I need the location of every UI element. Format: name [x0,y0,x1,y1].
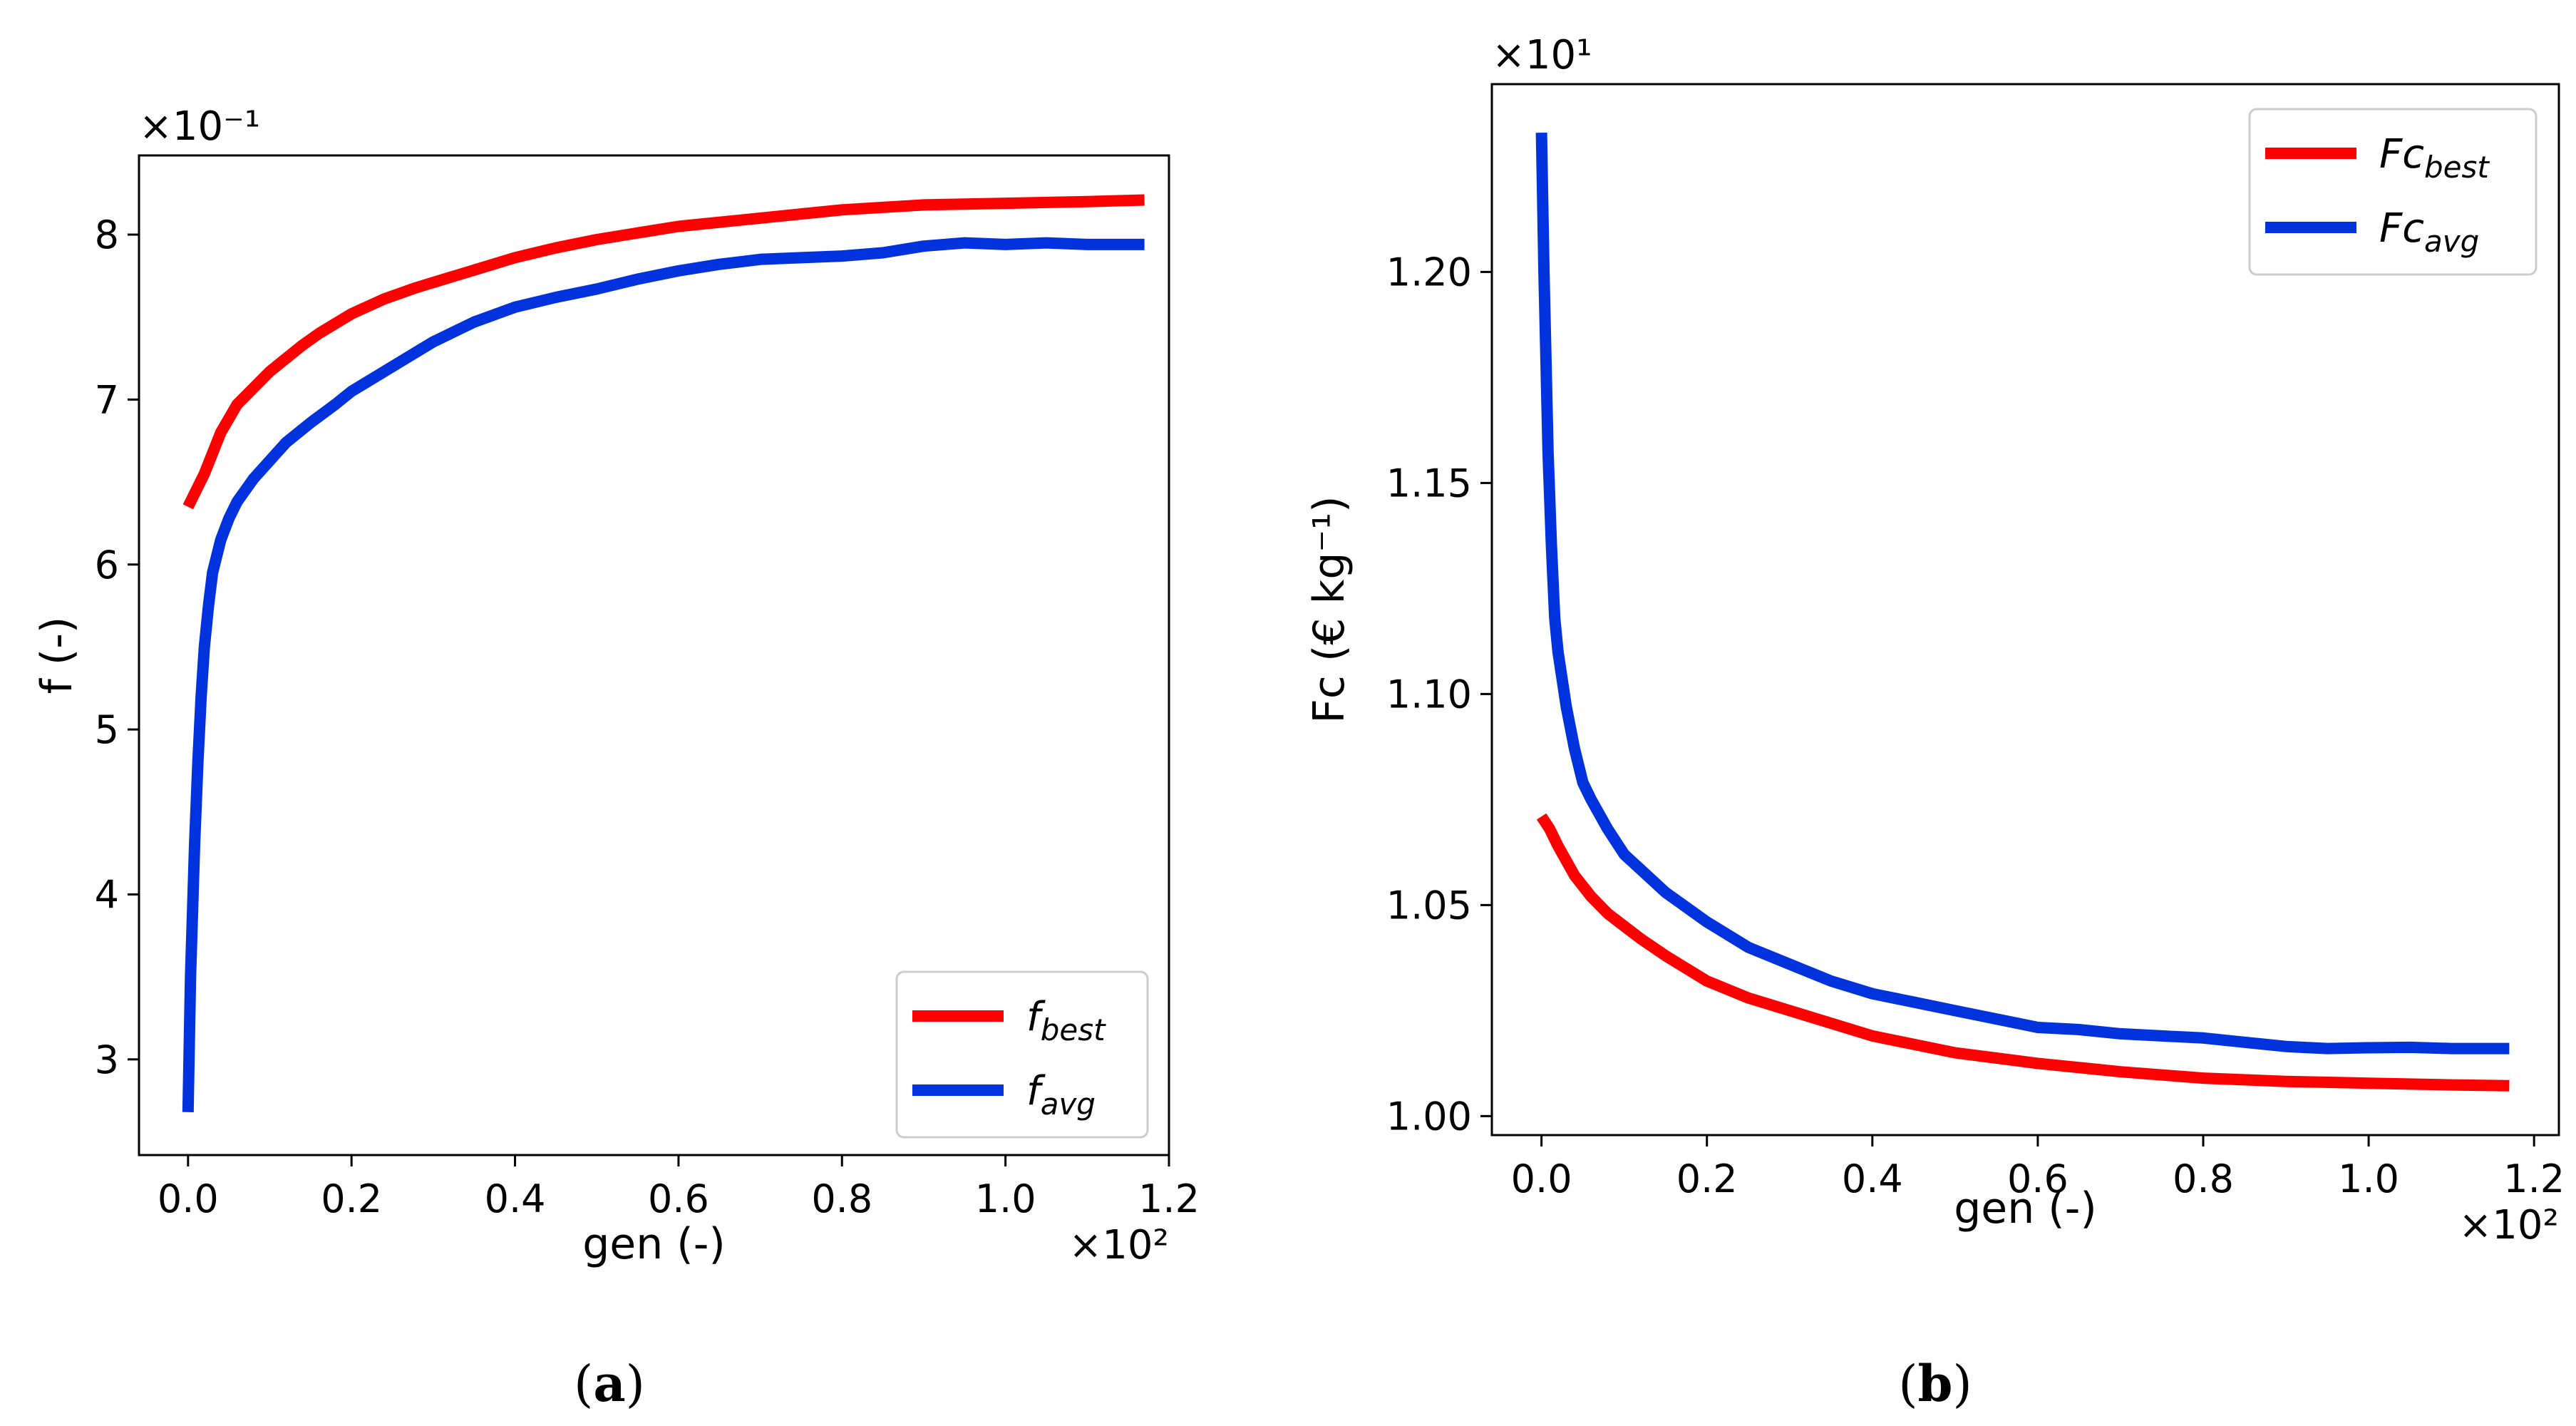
legend-label-f_best: fbest [1026,994,1106,1047]
x-tick-label: 0.8 [2173,1156,2234,1201]
y-tick-label: 1.20 [1386,250,1472,294]
legend-label-Fc_best: Fcbest [2379,131,2490,185]
x-tick-label: 0.4 [1842,1156,1903,1201]
x-axis-label: gen (-) [1954,1184,2097,1233]
y-tick-label: 1.15 [1386,461,1472,506]
y-axis-label: f (-) [32,617,82,694]
y-tick-label: 1.05 [1386,883,1472,928]
y-axis-label: Fc (€ kg⁻¹) [1304,496,1354,723]
y-tick-label: 1.10 [1386,672,1472,717]
axes-frame [1490,83,2560,1137]
x-offset-text: ×10² [1068,1222,1169,1268]
series-line-Fc_best [1536,813,2510,1092]
x-offset-text: ×10² [2458,1202,2559,1248]
x-tick-label: 0.6 [648,1176,709,1221]
x-tick-label: 1.0 [975,1176,1036,1221]
y-tick-label: 8 [95,212,119,257]
x-tick-label: 0.0 [1511,1156,1572,1201]
x-tick-label: 0.6 [2007,1156,2068,1201]
x-tick-label: 1.0 [2338,1156,2399,1201]
legend-label-Fc_avg: Fcavg [2379,205,2479,259]
panel-a: 0.0 0.2 0.4 0.6 0.8 1.0 1.2 3 4 5 6 7 8 ×10² ×10⁻¹ gen … [32,103,1200,1413]
y-tick-label: 7 [95,377,119,422]
x-tick-label: 0.2 [1676,1156,1738,1201]
x-axis-label: gen (-) [582,1219,726,1269]
y-tick-label: 3 [95,1037,119,1082]
y-tick-label: 4 [95,872,119,917]
y-tick-label: 1.00 [1386,1094,1472,1139]
x-tick-label: 1.2 [1138,1176,1200,1221]
y-offset-text: ×10⁻¹ [139,103,260,150]
axes-frame [138,154,1170,1156]
legend-box [895,970,1149,1139]
series-line-Fc_avg [1535,132,2510,1055]
series-line-f_avg [182,237,1145,1112]
x-tick-label: 0.8 [811,1176,872,1221]
x-tick-label: 1.2 [2503,1156,2565,1201]
series-line-f_best [182,194,1145,510]
x-tick-label: 0.0 [158,1176,219,1221]
x-tick-label: 0.4 [485,1176,546,1221]
y-tick-label: 5 [95,707,119,752]
panel-b: 0.0 0.2 0.4 0.6 0.8 1.0 1.2 1.00 1.05 1.10 1.15 1.2… [1304,32,2565,1413]
y-offset-text: ×10¹ [1492,32,1592,78]
panel-caption: (b) [1898,1354,1972,1413]
panel-caption: (a) [574,1354,645,1413]
y-tick-label: 6 [95,543,119,588]
x-tick-label: 0.2 [321,1176,382,1221]
